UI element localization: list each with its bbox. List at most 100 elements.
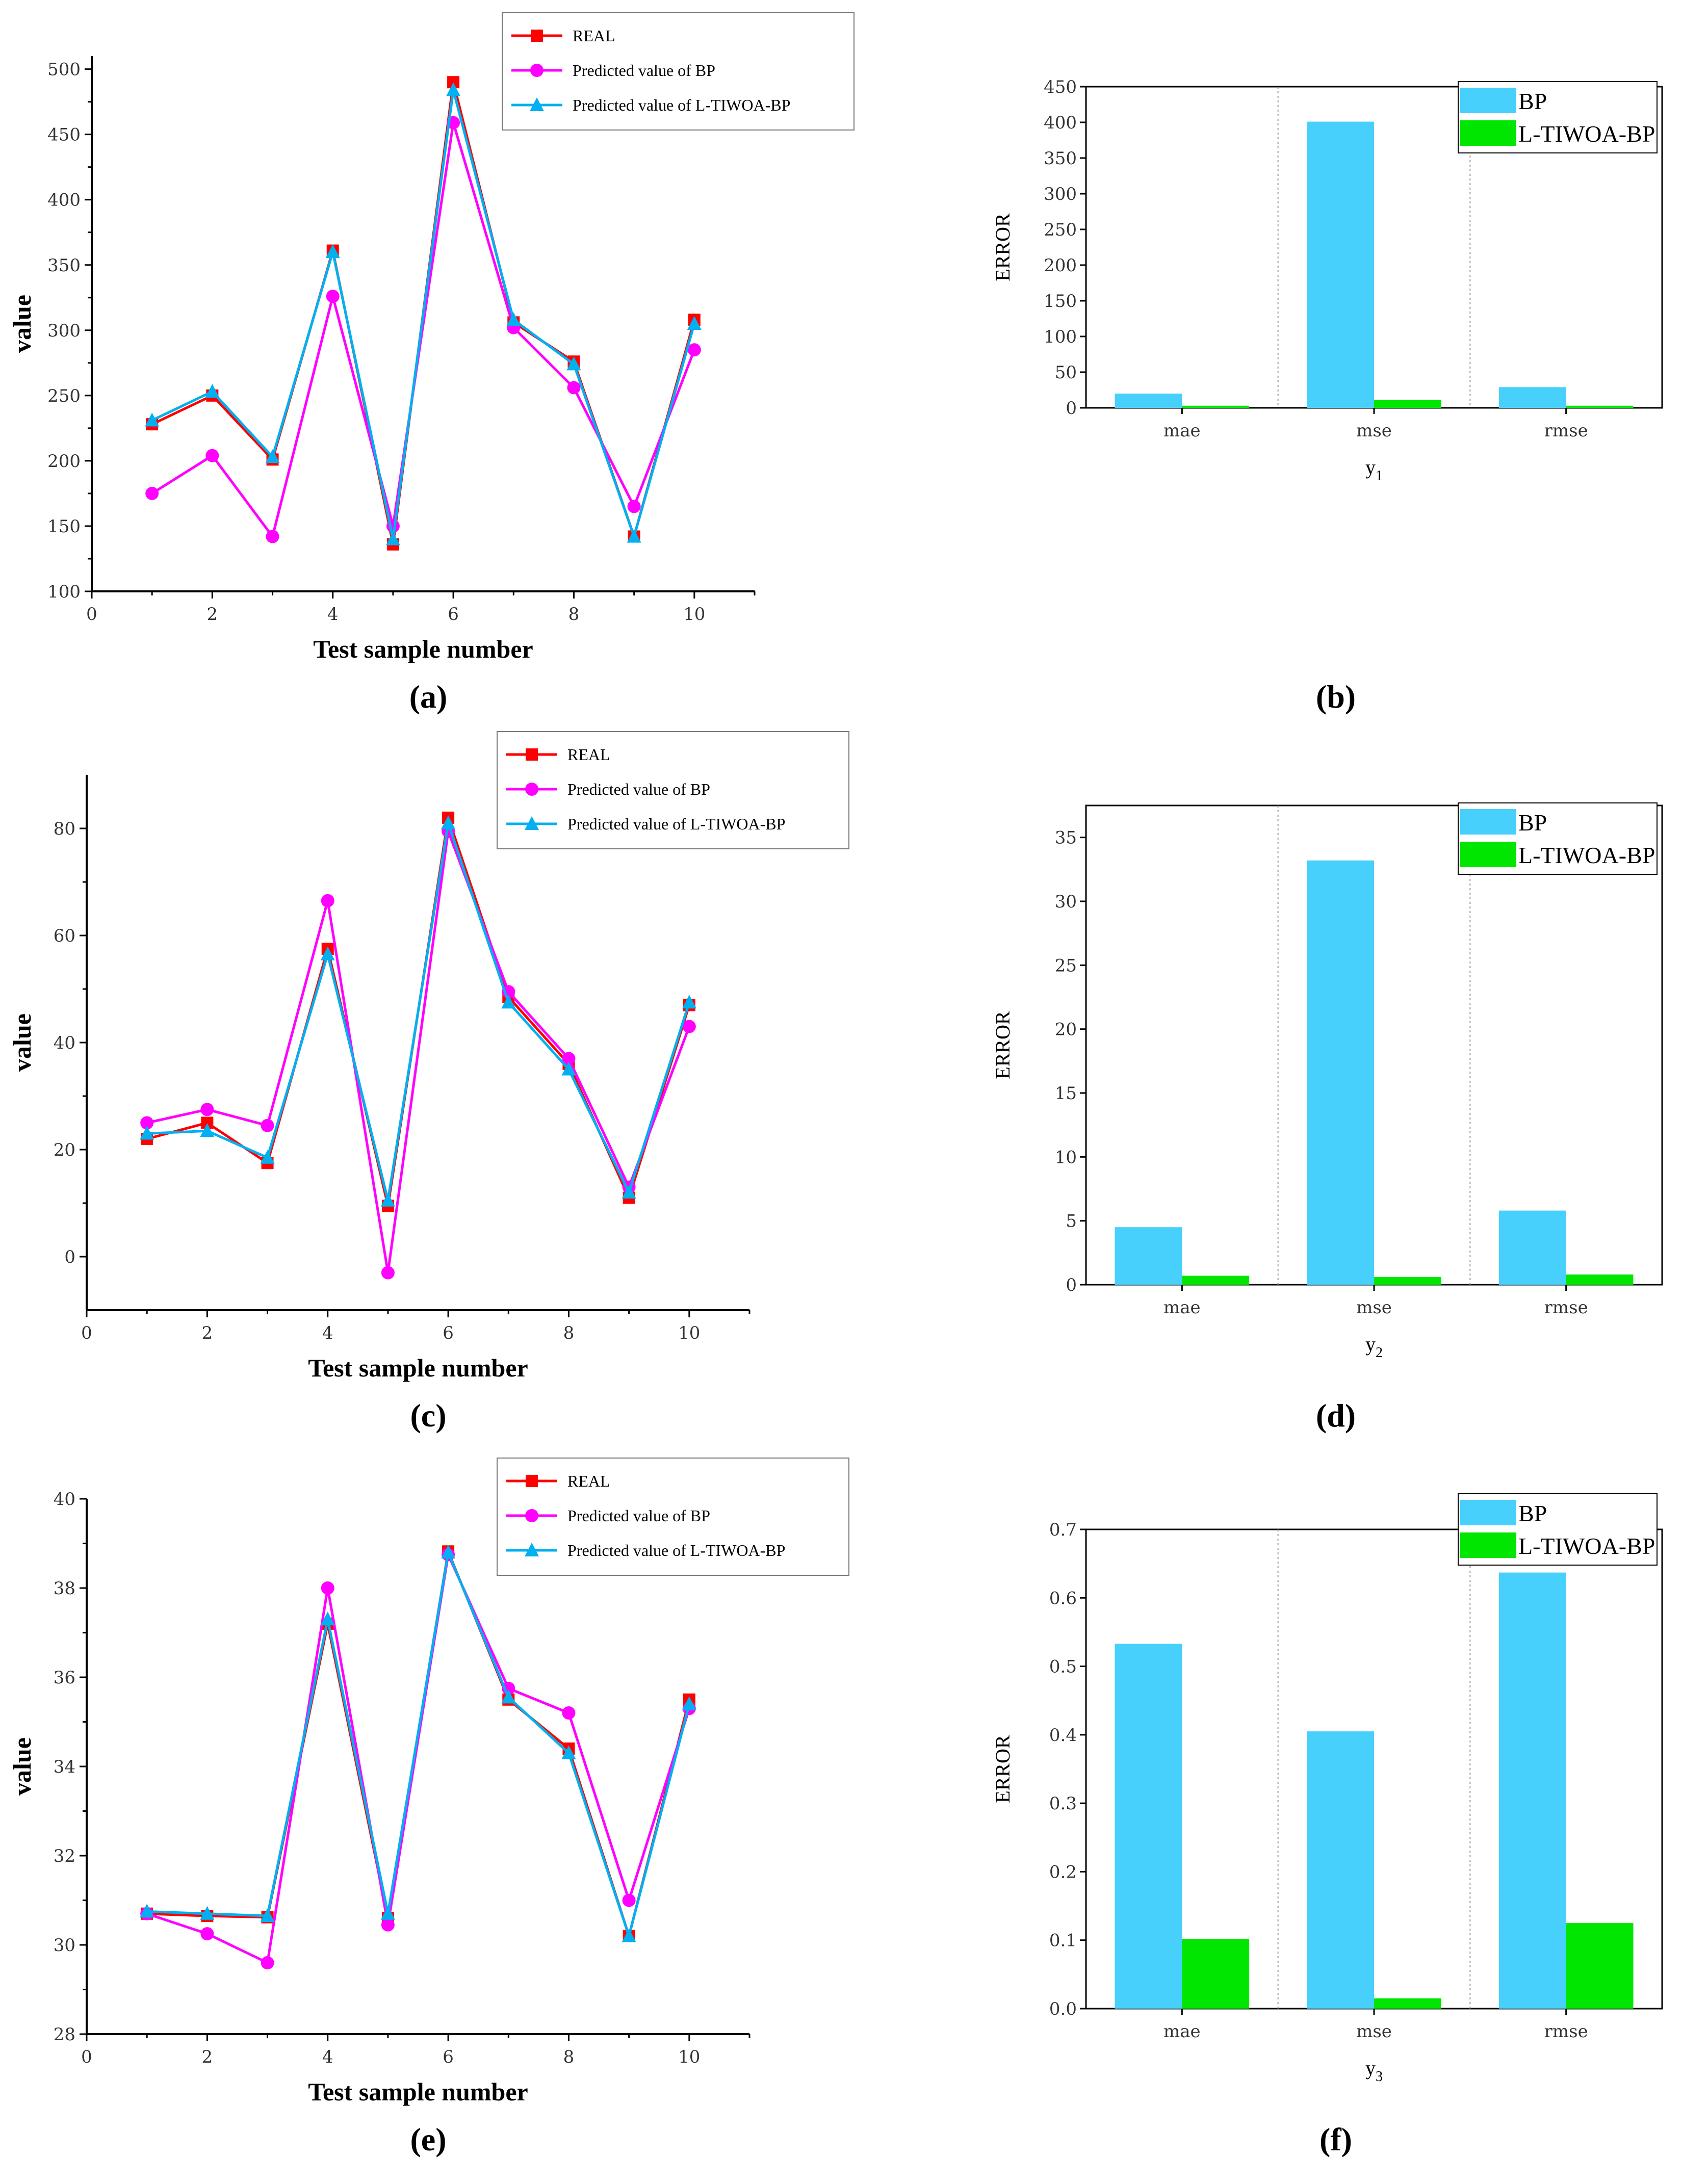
y-axis-title: ERROR (991, 213, 1014, 281)
y-axis-title: value (8, 295, 36, 353)
caption-b: (b) (1315, 679, 1356, 715)
y-tick-label: 40 (54, 1033, 75, 1053)
legend-swatch (1460, 120, 1516, 146)
y-tick-label: 0.6 (1049, 1588, 1077, 1608)
x-tick-label: 0 (81, 1323, 92, 1343)
x-tick-label: mse (1356, 1297, 1392, 1318)
x-tick-label: mae (1163, 2021, 1201, 2042)
bar-l-tiwoa-bp (1374, 400, 1441, 408)
y-tick-label: 450 (47, 125, 81, 145)
data-point (446, 82, 461, 96)
data-point (145, 412, 160, 427)
bar-bp (1498, 387, 1566, 408)
x-tick-label: 10 (678, 2047, 700, 2067)
x-tick-label: 2 (202, 2047, 213, 2067)
y-tick-label: 300 (1044, 184, 1077, 204)
y-tick-label: 40 (54, 1489, 75, 1510)
x-tick-label: rmse (1544, 421, 1588, 441)
data-point (682, 995, 696, 1009)
y-tick-label: 350 (1044, 148, 1077, 169)
y-tick-label: 0.1 (1049, 1931, 1077, 1951)
data-point (561, 1061, 576, 1076)
x-tick-label: 4 (322, 1323, 333, 1343)
legend-label: L-TIWOA-BP (1518, 842, 1655, 868)
x-tick-label: 0 (86, 604, 97, 625)
data-point (441, 815, 456, 829)
legend: REAL Predicted value of BP Predicted value… (497, 1458, 849, 1576)
data-point (562, 1706, 576, 1720)
x-axis-title: Test sample number (308, 2077, 528, 2106)
bar-l-tiwoa-bp (1182, 1276, 1250, 1285)
x-tick-label: 2 (207, 604, 218, 625)
data-point (562, 1052, 576, 1065)
y-axis-title: ERROR (991, 1735, 1014, 1803)
y-tick-label: 0 (1066, 1275, 1077, 1295)
bar-bp (1115, 1644, 1182, 2009)
legend-swatch (1460, 88, 1516, 113)
legend-label: BP (1518, 810, 1547, 836)
legend: BP L-TIWOA-BP (1458, 81, 1658, 153)
legend: BP L-TIWOA-BP (1458, 802, 1658, 875)
legend-swatch (1460, 809, 1516, 835)
data-point (687, 343, 701, 357)
x-tick-label: 6 (443, 1323, 454, 1343)
y-tick-label: 100 (1044, 327, 1077, 347)
x-tick-label: rmse (1544, 1297, 1588, 1318)
data-point (140, 1126, 154, 1140)
legend: REAL Predicted value of BP Predicted value… (502, 12, 855, 131)
legend: REAL Predicted value of BP Predicted value… (497, 731, 849, 849)
x-tick-label: 0 (81, 2047, 92, 2067)
x-tick-label: mae (1163, 421, 1201, 441)
y-tick-label: 0 (64, 1247, 75, 1267)
x-tick-label: 6 (443, 2047, 454, 2067)
legend-label: Predicted value of BP (573, 61, 715, 80)
data-point (325, 244, 340, 258)
data-point (145, 486, 159, 500)
data-point (320, 946, 335, 960)
y-tick-label: 35 (1055, 828, 1077, 848)
y-tick-label: 10 (1055, 1147, 1077, 1167)
x-axis-title: y1 (1365, 456, 1383, 484)
caption-f: (f) (1319, 2121, 1352, 2157)
y-tick-label: 0.3 (1049, 1793, 1077, 1814)
x-axis-title: y2 (1365, 1333, 1383, 1361)
bar-bp (1498, 1210, 1566, 1285)
x-tick-label: 10 (683, 604, 705, 625)
y-axis-title: ERROR (991, 1011, 1014, 1079)
data-point (381, 1918, 395, 1932)
chart-d: 0 5 10 15 20 25 30 35 mae mse rmse y2 ERROR BP L-TIWOA… (991, 802, 1663, 1361)
y-tick-label: 34 (54, 1757, 75, 1777)
data-point (627, 500, 641, 513)
data-point (260, 1150, 275, 1164)
data-point (200, 1103, 214, 1116)
bar-bp (1307, 860, 1374, 1285)
y-tick-label: 0.0 (1049, 1999, 1077, 2019)
legend-marker (526, 1475, 538, 1487)
data-point (501, 995, 516, 1009)
y-tick-label: 80 (54, 819, 75, 839)
y-tick-label: 50 (1055, 362, 1077, 383)
data-point (682, 1020, 696, 1033)
legend-label: Predicted value of BP (567, 780, 710, 798)
y-tick-label: 0.4 (1049, 1725, 1077, 1746)
y-tick-label: 20 (1055, 1020, 1077, 1040)
data-point (381, 1266, 395, 1280)
x-tick-label: mae (1163, 1297, 1201, 1318)
bar-l-tiwoa-bp (1566, 405, 1634, 408)
data-point (622, 1893, 636, 1907)
y-tick-label: 25 (1055, 955, 1077, 976)
y-tick-label: 36 (54, 1668, 75, 1688)
y-tick-label: 150 (1044, 291, 1077, 311)
x-tick-label: 8 (563, 1323, 575, 1343)
legend-label: BP (1518, 1500, 1547, 1526)
data-point (622, 1185, 636, 1199)
y-tick-label: 32 (54, 1846, 75, 1866)
y-tick-label: 200 (1044, 255, 1077, 276)
data-point (260, 1908, 275, 1922)
chart-b: 0 50 100 150 200 250 300 350 400 450 mae mse rmse y1 E… (991, 77, 1663, 484)
x-tick-label: 8 (563, 2047, 575, 2067)
bar-bp (1115, 394, 1182, 408)
bar-bp (1498, 1572, 1566, 2009)
y-tick-label: 5 (1066, 1211, 1077, 1232)
bar-l-tiwoa-bp (1182, 1939, 1250, 2009)
